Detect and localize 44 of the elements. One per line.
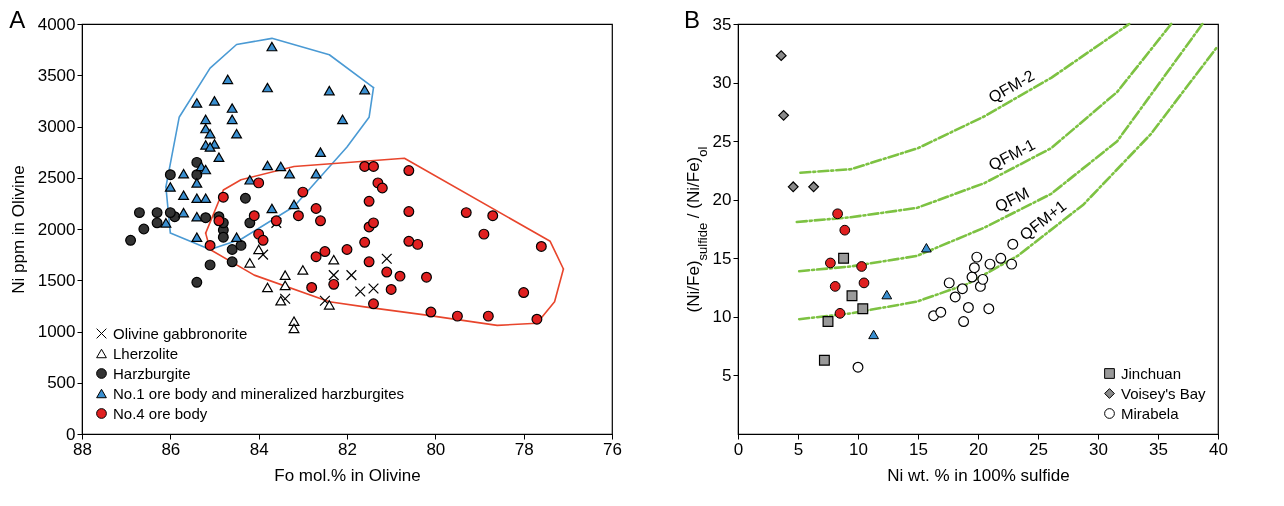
x-tick-label: 80 — [426, 439, 446, 459]
legend-label: Harzburgite — [113, 364, 191, 382]
y-tick-label: 1500 — [37, 270, 76, 290]
y-tick-label: 10 — [712, 307, 732, 327]
x-tick-label: 30 — [1089, 439, 1108, 459]
y-tick-label: 1000 — [37, 322, 76, 341]
x-axis-title: Fo mol.% in Olivine — [274, 465, 421, 485]
x-tick-label: 86 — [161, 439, 181, 459]
y-tick-label: 25 — [712, 131, 732, 151]
legend-label: Jinchuan — [1121, 364, 1182, 382]
y-tick-label: 2500 — [37, 168, 76, 188]
legend-label: Voisey's Bay — [1121, 384, 1207, 402]
chart-title: B — [684, 6, 701, 33]
x-tick-label: 25 — [1029, 439, 1048, 459]
x-axis-title: Ni wt. % in 100% sulfide — [887, 465, 1070, 485]
x-tick-label: 35 — [1149, 439, 1168, 459]
y-tick-label: 3000 — [37, 117, 76, 136]
x-tick-label: 40 — [1209, 439, 1228, 459]
y-tick-label: 15 — [712, 248, 732, 268]
x-tick-label: 88 — [73, 439, 92, 459]
y-tick-label: 3500 — [37, 65, 76, 85]
y-tick-label: 35 — [712, 14, 732, 34]
y-tick-label: 0 — [66, 424, 76, 444]
y-axis-title: Ni ppm in Olivine — [8, 165, 28, 294]
x-tick-label: 15 — [909, 439, 928, 459]
x-tick-label: 20 — [969, 439, 988, 459]
y-tick-label: 2000 — [37, 219, 76, 239]
x-tick-label: 82 — [338, 439, 357, 459]
legend-label: No.4 ore body — [113, 404, 208, 422]
y-tick-label: 5 — [722, 365, 732, 385]
x-tick-label: 84 — [249, 439, 269, 459]
y-tick-label: 4000 — [37, 14, 76, 34]
legend-label: Lherzolite — [113, 344, 179, 362]
y-tick-label: 20 — [712, 190, 732, 210]
y-tick-label: 30 — [712, 73, 732, 93]
x-tick-label: 10 — [849, 439, 868, 459]
x-tick-label: 76 — [603, 439, 622, 459]
x-tick-label: 78 — [514, 439, 534, 459]
legend-label: No.1 ore body and mineralized harzburgites — [113, 384, 404, 402]
legend-label: Mirabela — [1121, 404, 1180, 422]
legend-label: Olivine gabbronorite — [113, 324, 248, 342]
x-tick-label: 5 — [793, 439, 804, 459]
y-tick-label: 500 — [47, 373, 76, 393]
chart-title: A — [9, 6, 26, 33]
